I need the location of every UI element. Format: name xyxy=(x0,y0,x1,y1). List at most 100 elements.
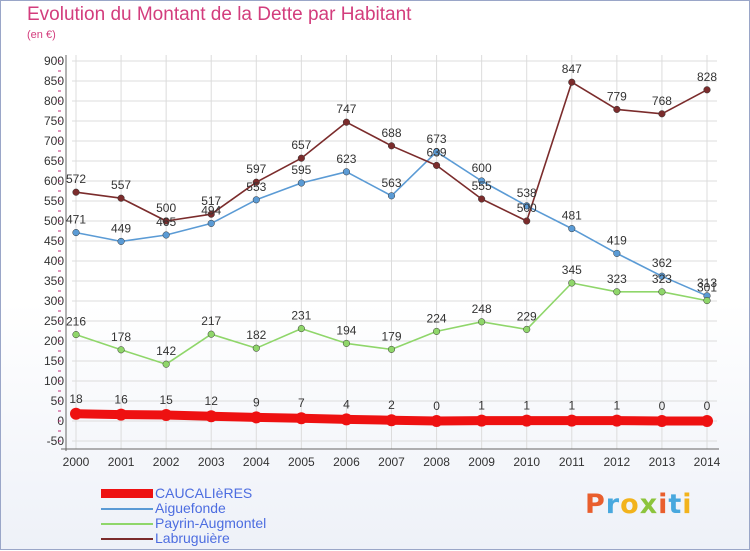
data-label: 313 xyxy=(697,276,717,290)
data-label: 231 xyxy=(291,309,311,323)
legend-item: Aiguefonde xyxy=(101,501,266,516)
x-tick-label: 2005 xyxy=(288,455,315,469)
data-label: 224 xyxy=(427,311,447,325)
data-label: 1 xyxy=(478,399,485,413)
data-point xyxy=(72,331,80,339)
data-label: 178 xyxy=(111,330,131,344)
legend-item: CAUCALIèRES xyxy=(101,486,266,501)
data-label: 847 xyxy=(562,62,582,76)
legend-item: Payrin-Augmontel xyxy=(101,516,266,531)
data-point xyxy=(655,415,668,427)
data-label: 0 xyxy=(704,399,711,413)
y-tick-label: 250 xyxy=(44,314,64,328)
y-tick-label: 850 xyxy=(44,74,64,88)
data-point xyxy=(252,344,260,352)
data-point xyxy=(613,249,621,257)
logo-letter: t xyxy=(668,489,683,520)
chart-title: Evolution du Montant de la Dette par Hab… xyxy=(27,4,412,25)
data-point xyxy=(523,217,531,225)
data-label: 500 xyxy=(517,201,537,215)
data-point xyxy=(433,161,441,169)
data-label: 500 xyxy=(156,201,176,215)
data-point xyxy=(70,407,82,420)
data-label: 323 xyxy=(607,272,627,286)
data-label: 345 xyxy=(562,263,582,277)
x-tick-label: 2003 xyxy=(198,455,225,469)
y-tick-label: 550 xyxy=(44,194,64,208)
data-point xyxy=(565,414,578,427)
data-point xyxy=(162,217,170,225)
data-label: 557 xyxy=(111,178,131,192)
data-point xyxy=(613,105,621,113)
data-label: 15 xyxy=(159,393,173,407)
logo-letter: i xyxy=(682,489,693,520)
data-label: 688 xyxy=(381,126,401,140)
data-point xyxy=(250,411,263,424)
data-point xyxy=(475,414,488,427)
data-label: 4 xyxy=(343,397,350,411)
logo-letter: r xyxy=(605,489,621,520)
data-point xyxy=(207,210,215,218)
data-point xyxy=(701,415,713,427)
logo-letter: x xyxy=(639,489,659,520)
data-point xyxy=(568,78,576,86)
y-tick-label: 300 xyxy=(44,294,64,308)
data-point xyxy=(297,154,305,162)
data-label: 481 xyxy=(562,209,582,223)
data-point xyxy=(478,195,486,203)
data-point xyxy=(117,237,125,245)
data-label: 673 xyxy=(427,132,447,146)
x-tick-label: 2002 xyxy=(153,455,180,469)
data-point xyxy=(478,318,486,326)
y-tick-label: 150 xyxy=(44,354,64,368)
data-label: 1 xyxy=(568,399,575,413)
data-label: 323 xyxy=(652,272,672,286)
y-tick-label: 700 xyxy=(44,134,64,148)
y-tick-label: 600 xyxy=(44,174,64,188)
data-label: 1 xyxy=(523,399,530,413)
data-label: 553 xyxy=(246,180,266,194)
y-tick-label: 900 xyxy=(44,54,64,68)
data-point xyxy=(385,414,398,427)
data-label: 142 xyxy=(156,344,176,358)
data-label: 248 xyxy=(472,302,492,316)
data-point xyxy=(295,412,308,425)
y-tick-label: 650 xyxy=(44,154,64,168)
y-tick-label: 50 xyxy=(51,394,65,408)
y-tick-label: 100 xyxy=(44,374,64,388)
data-point xyxy=(478,177,486,185)
x-tick-label: 2012 xyxy=(604,455,631,469)
x-tick-label: 2001 xyxy=(108,455,135,469)
x-tick-label: 2006 xyxy=(333,455,360,469)
data-label: 768 xyxy=(652,94,672,108)
data-label: 18 xyxy=(69,392,83,406)
data-point xyxy=(387,142,396,150)
data-label: 517 xyxy=(201,194,221,208)
data-label: 639 xyxy=(427,145,447,159)
data-label: 216 xyxy=(66,315,86,329)
y-tick-label: -50 xyxy=(47,434,65,448)
logo-letter: i xyxy=(658,489,669,520)
data-point xyxy=(160,409,173,421)
y-tick-label: 350 xyxy=(44,274,64,288)
x-tick-label: 2000 xyxy=(63,455,90,469)
data-label: 623 xyxy=(336,152,356,166)
data-label: 217 xyxy=(201,314,221,328)
x-tick-label: 2009 xyxy=(468,455,495,469)
data-point xyxy=(297,179,305,187)
data-label: 419 xyxy=(607,233,627,247)
data-point xyxy=(207,219,215,227)
data-label: 471 xyxy=(66,213,86,227)
data-label: 657 xyxy=(291,138,311,152)
x-tick-label: 2010 xyxy=(513,455,540,469)
data-label: 362 xyxy=(652,256,672,270)
data-label: 2 xyxy=(388,398,395,412)
data-point xyxy=(433,327,441,335)
data-label: 779 xyxy=(607,89,627,103)
legend-label: Labruguière xyxy=(155,530,230,546)
data-point xyxy=(117,194,125,202)
y-tick-label: 800 xyxy=(44,94,64,108)
data-label: 747 xyxy=(336,102,356,116)
legend-label: Payrin-Augmontel xyxy=(155,515,267,531)
data-point xyxy=(610,414,623,427)
